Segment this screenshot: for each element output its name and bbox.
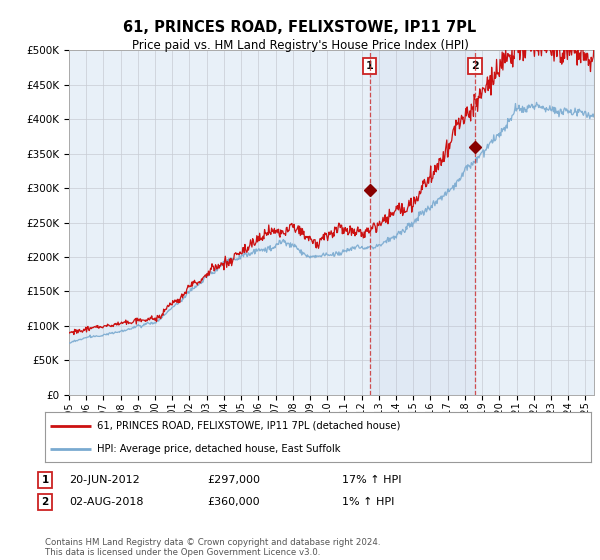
Text: Contains HM Land Registry data © Crown copyright and database right 2024.
This d: Contains HM Land Registry data © Crown c… [45,538,380,557]
Text: 61, PRINCES ROAD, FELIXSTOWE, IP11 7PL (detached house): 61, PRINCES ROAD, FELIXSTOWE, IP11 7PL (… [97,421,400,431]
Text: 1% ↑ HPI: 1% ↑ HPI [342,497,394,507]
Bar [370,50,475,395]
Text: 17% ↑ HPI: 17% ↑ HPI [342,475,401,485]
Text: £297,000: £297,000 [207,475,260,485]
Text: Price paid vs. HM Land Registry's House Price Index (HPI): Price paid vs. HM Land Registry's House … [131,39,469,52]
Text: 2: 2 [41,497,49,507]
Text: 02-AUG-2018: 02-AUG-2018 [69,497,143,507]
Text: 1: 1 [41,475,49,485]
Text: £360,000: £360,000 [207,497,260,507]
Text: 2: 2 [471,61,479,71]
Text: 20-JUN-2012: 20-JUN-2012 [69,475,140,485]
Text: 1: 1 [366,61,374,71]
Text: 61, PRINCES ROAD, FELIXSTOWE, IP11 7PL: 61, PRINCES ROAD, FELIXSTOWE, IP11 7PL [124,20,476,35]
Text: HPI: Average price, detached house, East Suffolk: HPI: Average price, detached house, East… [97,445,340,454]
